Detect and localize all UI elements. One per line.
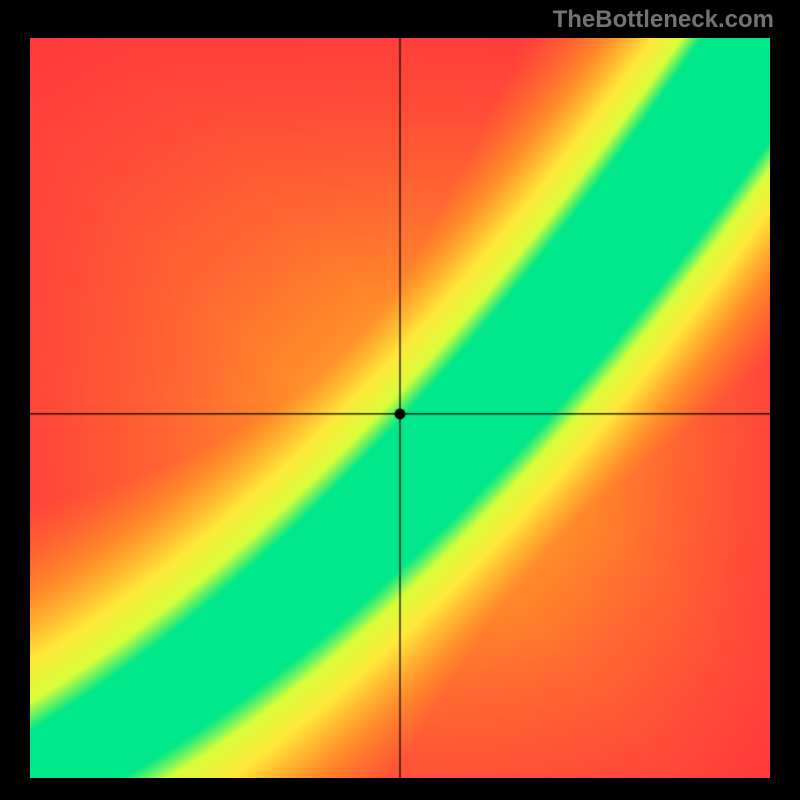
watermark-text: TheBottleneck.com [553, 6, 774, 34]
heatmap-canvas [30, 38, 770, 778]
plot-area [30, 38, 770, 778]
